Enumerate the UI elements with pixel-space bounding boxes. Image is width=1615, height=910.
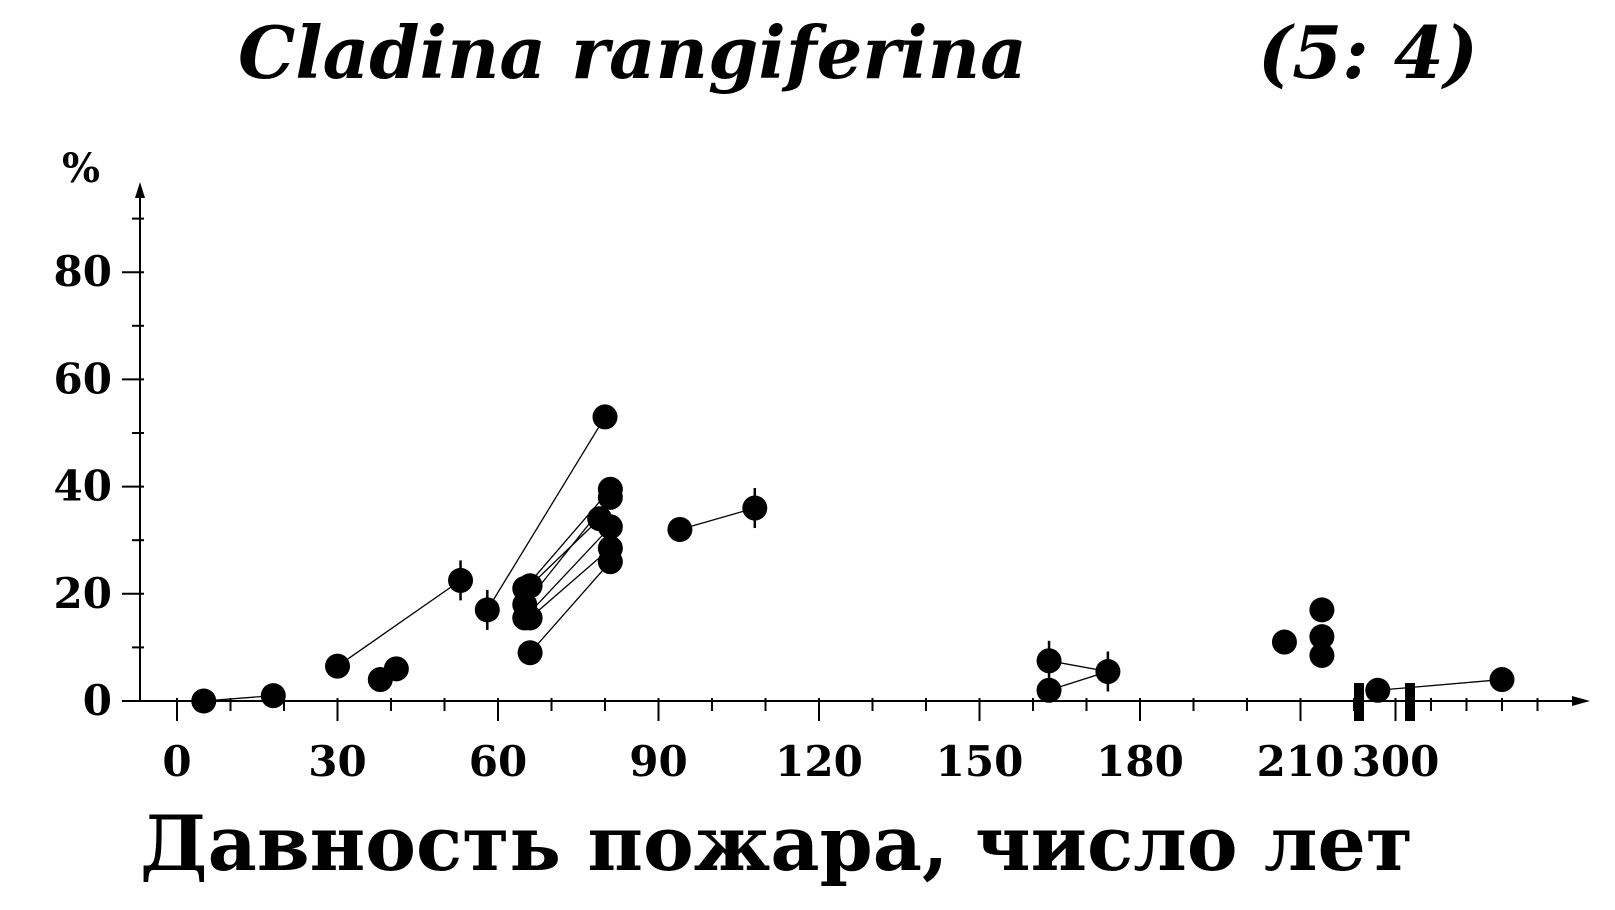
x-tick-label: 150 bbox=[936, 737, 1024, 786]
axes: 0 20 40 60 80 0 30 60 90 120 150 180 210 300 bbox=[54, 182, 1590, 786]
connector-line bbox=[337, 579, 461, 667]
data-point bbox=[597, 484, 623, 510]
x-tick-label: 0 bbox=[162, 737, 191, 786]
connector-line bbox=[1377, 678, 1503, 691]
data-point bbox=[597, 549, 623, 575]
chart-title: Cladina rangiferina bbox=[238, 10, 1027, 95]
data-point bbox=[1095, 659, 1121, 685]
data-point bbox=[1271, 629, 1297, 655]
y-tick-label: 40 bbox=[54, 462, 112, 511]
data-point bbox=[517, 605, 543, 631]
y-tick-label: 80 bbox=[54, 247, 112, 296]
data-point bbox=[260, 683, 286, 709]
y-tick-label: 20 bbox=[54, 569, 112, 618]
x-tick-label: 300 bbox=[1352, 737, 1440, 786]
x-tick-label: 60 bbox=[469, 737, 527, 786]
data-point bbox=[383, 656, 409, 682]
connector-line bbox=[486, 416, 606, 611]
data-point bbox=[1036, 648, 1062, 674]
y-axis-label: % bbox=[62, 145, 100, 192]
x-axis-break-mark bbox=[1354, 683, 1364, 721]
x-tick-label: 30 bbox=[308, 737, 366, 786]
data-point bbox=[448, 567, 474, 593]
y-tick-label: 0 bbox=[83, 676, 112, 725]
connector-line bbox=[524, 488, 611, 589]
data-point bbox=[592, 404, 618, 430]
x-tick-label: 210 bbox=[1257, 737, 1345, 786]
connector-line bbox=[529, 547, 611, 619]
data-point bbox=[1489, 667, 1515, 693]
data-point bbox=[474, 597, 500, 623]
data-point bbox=[1365, 677, 1391, 703]
x-axis-break-mark bbox=[1405, 683, 1415, 721]
data-point bbox=[517, 573, 543, 599]
y-axis-arrow bbox=[135, 182, 145, 198]
x-tick-label: 90 bbox=[629, 737, 687, 786]
data-point bbox=[667, 516, 693, 542]
x-axis-label: Давность пожара, число лет bbox=[140, 799, 1413, 888]
connector-line bbox=[529, 561, 611, 654]
data-point bbox=[742, 495, 768, 521]
data-point bbox=[1036, 677, 1062, 703]
connector-line bbox=[524, 526, 611, 619]
data-points bbox=[191, 404, 1515, 714]
x-axis-arrow bbox=[1572, 696, 1590, 706]
data-point bbox=[1309, 597, 1335, 623]
connector-line bbox=[529, 518, 601, 587]
data-point bbox=[597, 514, 623, 540]
x-tick-label: 180 bbox=[1096, 737, 1184, 786]
data-point bbox=[517, 640, 543, 666]
data-point bbox=[1309, 642, 1335, 668]
data-point bbox=[1309, 624, 1335, 650]
data-point bbox=[325, 653, 350, 679]
y-tick-label: 60 bbox=[54, 354, 112, 403]
connector-line bbox=[679, 507, 755, 531]
chart-title-code: (5: 4) bbox=[1258, 10, 1478, 95]
data-point bbox=[191, 688, 217, 714]
x-tick-label: 120 bbox=[775, 737, 863, 786]
